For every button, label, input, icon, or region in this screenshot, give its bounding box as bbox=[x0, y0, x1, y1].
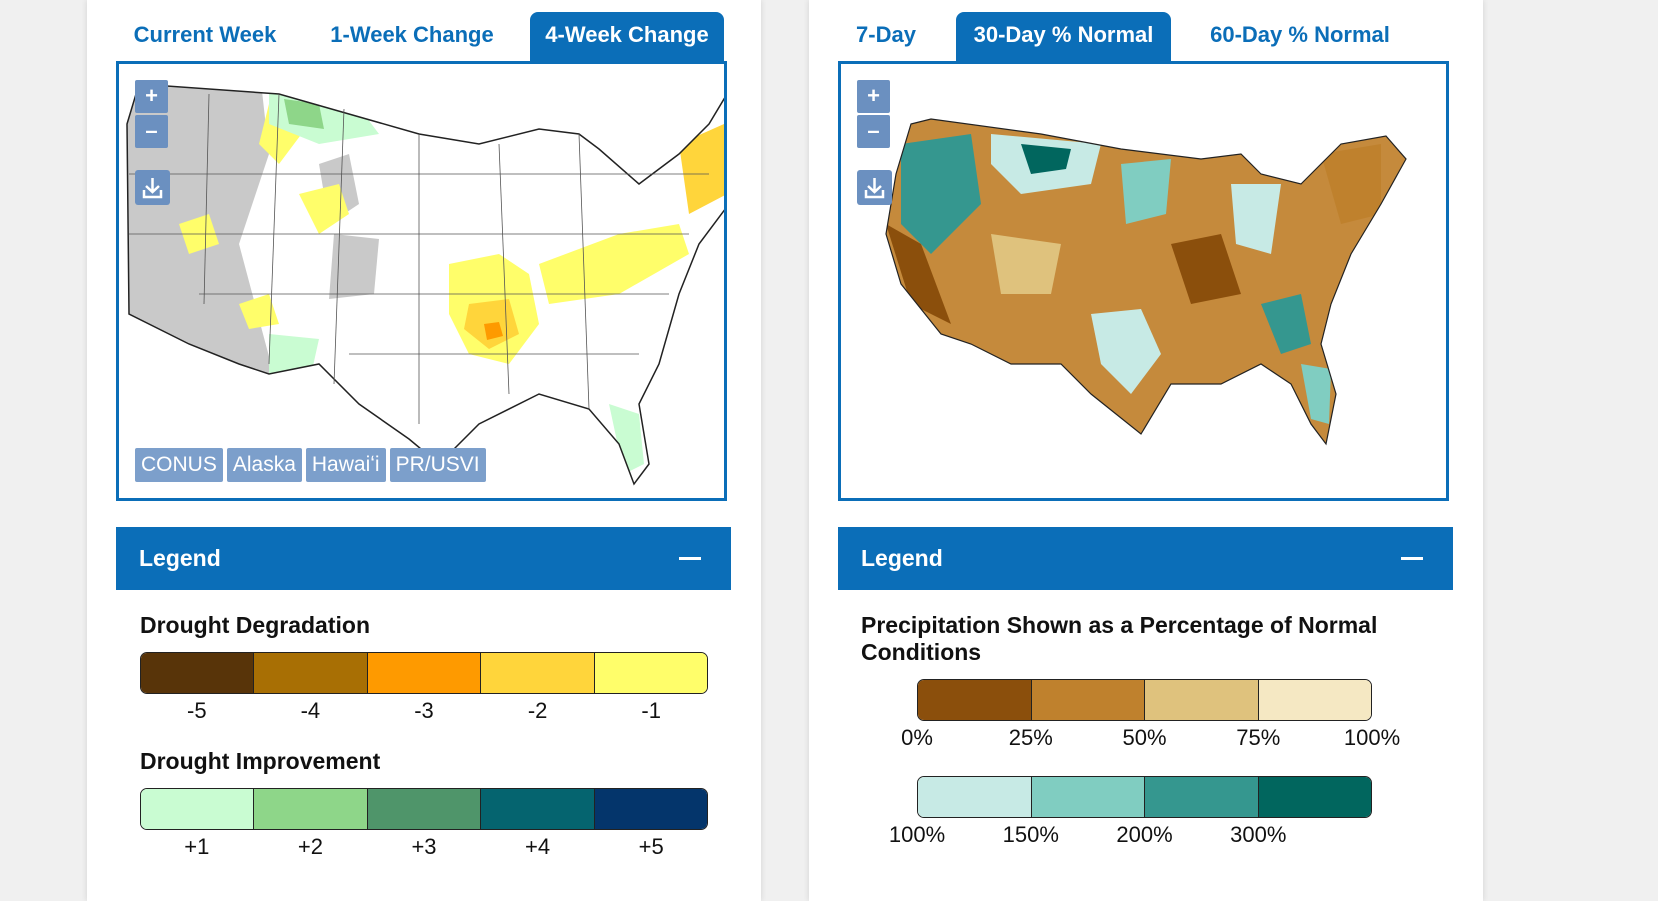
legend-swatch bbox=[594, 789, 707, 829]
legend-tick-label: 200% bbox=[1116, 822, 1173, 847]
legend-tick-label: -5 bbox=[187, 698, 207, 723]
legend-swatch bbox=[141, 789, 255, 829]
legend-swatch bbox=[1031, 680, 1145, 720]
tab-30-day-normal[interactable]: 30-Day % Normal bbox=[956, 12, 1171, 62]
legend-swatch bbox=[481, 653, 595, 693]
download-button[interactable] bbox=[857, 170, 892, 205]
legend-tick-label: 50% bbox=[1122, 725, 1167, 750]
legend-tick-label: 150% bbox=[1002, 822, 1059, 847]
legend-tick-label: 0% bbox=[901, 725, 933, 750]
left-legend-header[interactable]: Legend bbox=[116, 527, 731, 590]
region-alaska-button[interactable]: Alaska bbox=[226, 448, 302, 482]
zoom-out-button[interactable]: – bbox=[857, 115, 890, 148]
legend-swatch bbox=[1031, 777, 1145, 817]
legend-tick-label: 100% bbox=[888, 822, 946, 847]
legend-tick-label: -1 bbox=[641, 698, 661, 723]
drought-change-map[interactable]: + – CONUS Alaska Hawaiʻi PR/USVI bbox=[116, 61, 727, 501]
drought-improvement-heading: Drought Improvement bbox=[140, 748, 381, 774]
legend-tick-label: 25% bbox=[1008, 725, 1053, 750]
download-icon bbox=[864, 178, 885, 199]
drought-degradation-scale bbox=[140, 652, 708, 694]
download-icon bbox=[142, 178, 163, 199]
legend-title: Legend bbox=[139, 545, 221, 571]
legend-tick-label: -2 bbox=[527, 698, 548, 723]
legend-swatch bbox=[1258, 777, 1371, 817]
zoom-in-button[interactable]: + bbox=[857, 80, 890, 113]
right-legend-header[interactable]: Legend bbox=[838, 527, 1453, 590]
legend-swatch bbox=[141, 653, 255, 693]
legend-swatch bbox=[254, 653, 368, 693]
legend-collapse-icon[interactable] bbox=[677, 543, 703, 573]
legend-title: Legend bbox=[861, 545, 943, 571]
tab-1-week-change[interactable]: 1-Week Change bbox=[330, 22, 494, 47]
legend-swatch bbox=[918, 680, 1032, 720]
drought-improvement-scale bbox=[140, 788, 708, 830]
tab-60-day-normal[interactable]: 60-Day % Normal bbox=[1210, 22, 1390, 47]
zoom-out-button[interactable]: – bbox=[135, 115, 168, 148]
legend-tick-label: 100% bbox=[1343, 725, 1401, 750]
above-normal-scale bbox=[917, 776, 1372, 818]
legend-tick-label: +2 bbox=[297, 834, 323, 859]
tab-4-week-change[interactable]: 4-Week Change bbox=[530, 12, 724, 62]
legend-collapse-icon[interactable] bbox=[1399, 543, 1425, 573]
legend-swatch bbox=[594, 653, 707, 693]
download-button[interactable] bbox=[135, 170, 170, 205]
left-tab-bar: Current Week 1-Week Change 4-Week Change bbox=[87, 12, 761, 62]
legend-tick-label: 75% bbox=[1236, 725, 1281, 750]
legend-swatch bbox=[918, 777, 1032, 817]
region-hawaii-button[interactable]: Hawaiʻi bbox=[305, 448, 386, 482]
legend-swatch bbox=[1145, 777, 1259, 817]
drought-degradation-heading: Drought Degradation bbox=[140, 612, 370, 638]
precipitation-panel: 7-Day 30-Day % Normal 60-Day % Normal bbox=[809, 0, 1483, 901]
region-pr-usvi-button[interactable]: PR/USVI bbox=[389, 448, 486, 482]
legend-tick-label: +3 bbox=[411, 834, 437, 859]
legend-tick-label: +4 bbox=[525, 834, 551, 859]
legend-swatch bbox=[1145, 680, 1259, 720]
legend-swatch bbox=[481, 789, 595, 829]
legend-swatch bbox=[1258, 680, 1371, 720]
below-normal-scale bbox=[917, 679, 1372, 721]
region-conus-button[interactable]: CONUS bbox=[135, 448, 223, 482]
legend-tick-label: -4 bbox=[300, 698, 321, 723]
legend-tick-label: +5 bbox=[638, 834, 664, 859]
legend-tick-label: +1 bbox=[184, 834, 210, 859]
legend-swatch bbox=[254, 789, 368, 829]
right-tab-bar: 7-Day 30-Day % Normal 60-Day % Normal bbox=[809, 12, 1483, 62]
tab-current-week[interactable]: Current Week bbox=[133, 22, 277, 47]
zoom-in-button[interactable]: + bbox=[135, 80, 168, 113]
region-selector: CONUS Alaska Hawaiʻi PR/USVI bbox=[135, 448, 486, 482]
precipitation-legend-heading: Precipitation Shown as a Percentage of N… bbox=[861, 612, 1378, 665]
tab-7-day[interactable]: 7-Day bbox=[856, 22, 916, 47]
legend-tick-label: 300% bbox=[1230, 822, 1287, 847]
drought-change-map-graphic bbox=[126, 83, 724, 486]
precipitation-map-graphic bbox=[885, 118, 1407, 446]
legend-tick-label: -3 bbox=[414, 698, 434, 723]
drought-change-panel: Current Week 1-Week Change 4-Week Change bbox=[87, 0, 761, 901]
legend-swatch bbox=[367, 653, 482, 693]
legend-swatch bbox=[367, 789, 482, 829]
precipitation-map[interactable]: + – bbox=[838, 61, 1449, 501]
